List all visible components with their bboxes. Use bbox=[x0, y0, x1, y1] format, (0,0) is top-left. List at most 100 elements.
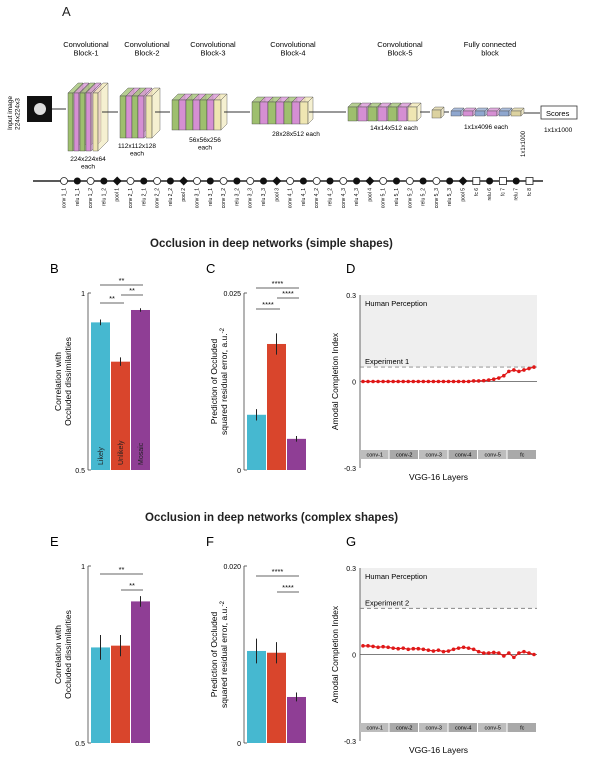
layer-label-29: relu 5_3 bbox=[447, 188, 453, 206]
block-dims-6: 1x1x4096 each bbox=[464, 124, 508, 131]
fc-layer-4 bbox=[498, 110, 510, 117]
vgg-point-1-d bbox=[366, 379, 370, 384]
fc-layer-5 bbox=[510, 110, 522, 117]
y-axis-label-c: Prediction of Occludedsquared residual e… bbox=[209, 327, 229, 435]
layer-label-17: conv 4_1 bbox=[288, 188, 294, 209]
layer-group-label-1-g: conv-2 bbox=[396, 726, 413, 732]
layer-label-14: conv 3_3 bbox=[248, 188, 254, 209]
vgg-point-0-g bbox=[361, 644, 365, 648]
y-axis-label-b: Correlation withOccluded dissimilarities bbox=[53, 337, 73, 426]
layer-label-10: conv 3_1 bbox=[195, 188, 201, 209]
layer-label-6: relu 2_1 bbox=[141, 188, 147, 206]
y-axis-label-f: Prediction of Occludedsquared residual e… bbox=[209, 600, 229, 708]
layer-group-bar-3-g bbox=[448, 723, 477, 732]
vgg-point-23-g bbox=[476, 649, 481, 654]
block3-layer-6 bbox=[213, 99, 222, 131]
layer-marker-6 bbox=[140, 177, 148, 185]
layer-group-label-5-d: fc bbox=[520, 453, 525, 459]
input-image-shape bbox=[34, 103, 46, 115]
y-tick-low-d: -0.3 bbox=[344, 466, 356, 473]
block3-layer-2 bbox=[185, 99, 194, 131]
block-dims-5: 14x14x512 each bbox=[370, 125, 418, 132]
vgg-point-24-g bbox=[481, 651, 486, 655]
block1-layer-0 bbox=[67, 92, 74, 152]
vgg-point-17-g bbox=[446, 649, 451, 653]
category-label-unlikely-b: Unlikely bbox=[118, 440, 125, 465]
block4-layer-5 bbox=[291, 101, 301, 125]
block2-layer-2 bbox=[131, 95, 139, 139]
vgg-point-13-d bbox=[426, 379, 431, 384]
layer-label-19: conv 4_2 bbox=[314, 188, 320, 209]
layer-marker-17 bbox=[286, 177, 295, 185]
layer-label-3: relu 1_2 bbox=[101, 188, 107, 206]
layer-marker-19 bbox=[312, 177, 321, 185]
vgg-point-2-g bbox=[371, 644, 375, 649]
sig-f-1-text: **** bbox=[272, 567, 284, 576]
category-label-mosaic-b: Mosaic bbox=[138, 442, 145, 465]
y-tick-label-low-f: 0 bbox=[237, 741, 241, 748]
human-band-d bbox=[360, 295, 537, 368]
sig-b-2-text: ** bbox=[129, 286, 135, 295]
layer-marker-27 bbox=[419, 177, 427, 185]
vgg-point-12-d bbox=[421, 379, 426, 384]
block-dims-4: 28x28x512 each bbox=[272, 131, 320, 138]
layer-marker-0 bbox=[60, 177, 68, 185]
block1-layer-3 bbox=[85, 92, 92, 152]
panel-letter-c: C bbox=[206, 261, 215, 276]
layer-group-bar-4-g bbox=[478, 723, 507, 732]
vgg-point-29-d bbox=[507, 369, 511, 374]
layer-label-7: conv 2_2 bbox=[155, 188, 161, 209]
panel-letter-e: E bbox=[50, 534, 59, 549]
layer-marker-28 bbox=[432, 177, 441, 185]
vgg-point-10-g bbox=[411, 646, 416, 651]
vgg-point-7-d bbox=[396, 379, 401, 384]
vgg-point-34-d bbox=[532, 365, 536, 369]
bar-mosaic-f bbox=[287, 696, 306, 743]
vgg-point-19-d bbox=[456, 379, 461, 384]
layer-label-33: fc 7 bbox=[500, 188, 506, 196]
human-band-g bbox=[360, 568, 537, 609]
vgg-point-19-g bbox=[456, 646, 461, 650]
y-axis-label-d: Amodal Completion Index bbox=[330, 332, 340, 430]
scores-dims: 1x1x1000 bbox=[544, 127, 573, 134]
layer-marker-34 bbox=[512, 177, 520, 185]
layer-group-label-4-g: conv-5 bbox=[484, 726, 501, 732]
block4-layer-3 bbox=[275, 101, 285, 125]
layer-marker-23 bbox=[365, 176, 375, 186]
layer-marker-24 bbox=[379, 177, 388, 185]
layer-marker-8 bbox=[166, 177, 174, 185]
vgg-point-9-d bbox=[406, 379, 411, 384]
vgg-point-30-d bbox=[512, 368, 516, 372]
layer-marker-22 bbox=[353, 177, 361, 185]
vgg-point-32-g bbox=[522, 649, 526, 654]
sig-c-1-text: **** bbox=[262, 300, 274, 309]
vgg-point-34-g bbox=[532, 652, 536, 657]
panel-letter-g: G bbox=[346, 534, 356, 549]
layer-marker-13 bbox=[233, 177, 241, 185]
vgg-point-11-g bbox=[416, 646, 421, 651]
layer-group-bar-3-d bbox=[448, 450, 477, 459]
block-title-5: Convolutional Block-5 bbox=[377, 40, 423, 58]
block-title-6: Fully connected block bbox=[464, 40, 517, 58]
vgg-point-3-g bbox=[376, 645, 380, 650]
section-title-complex: Occlusion in deep networks (complex shap… bbox=[145, 512, 399, 524]
panel-letter-a: A bbox=[62, 4, 71, 19]
block4-layer-6 bbox=[299, 101, 309, 125]
layer-marker-16 bbox=[272, 176, 282, 186]
layer-group-label-3-g: conv-4 bbox=[455, 726, 472, 732]
y-tick-high-g: 0.3 bbox=[346, 566, 356, 573]
layer-group-bar-5-g bbox=[507, 723, 536, 732]
layer-group-label-5-g: fc bbox=[520, 726, 525, 732]
layer-label-2: conv 1_2 bbox=[88, 188, 94, 209]
sig-b-3-text: ** bbox=[119, 276, 125, 285]
vgg-point-5-d bbox=[386, 379, 390, 384]
layer-marker-10 bbox=[193, 177, 201, 185]
block3-layer-0 bbox=[171, 99, 180, 131]
layer-group-label-1-d: conv-2 bbox=[396, 453, 413, 459]
layer-label-0: conv 1_1 bbox=[62, 188, 68, 209]
block4-layer-4 bbox=[283, 101, 293, 125]
vgg-point-4-g bbox=[381, 644, 385, 649]
layer-marker-1 bbox=[73, 177, 81, 185]
layer-group-bar-2-g bbox=[419, 723, 448, 732]
vgg-point-18-g bbox=[451, 647, 456, 652]
